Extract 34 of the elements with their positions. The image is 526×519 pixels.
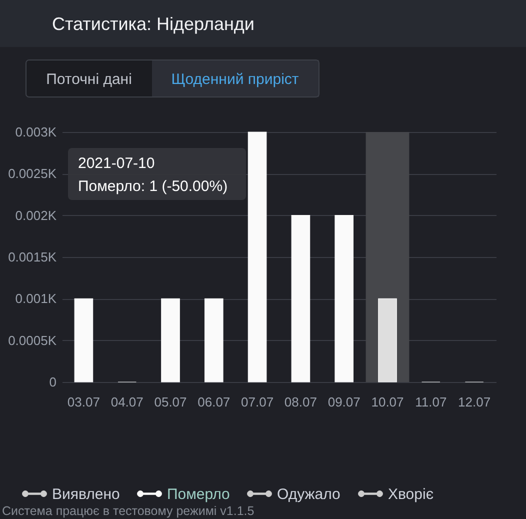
x-tick-label: 06.07 — [198, 394, 230, 410]
x-tick-label: 05.07 — [154, 394, 187, 410]
bar — [291, 215, 310, 382]
bar — [334, 215, 354, 382]
text: Щоденний приріст — [171, 71, 299, 88]
x-tick-label: 08.07 — [284, 394, 317, 410]
y-tick-label: 0.001K — [15, 291, 57, 306]
y-tick-label: 0 — [49, 374, 56, 390]
x-tick-label: 09.07 — [328, 394, 360, 410]
text: Система працює в тестовому режимі v1.1.5 — [2, 504, 254, 518]
bar — [74, 298, 94, 382]
y-tick-label: 0.0005K — [8, 332, 57, 348]
annotation: Померло: 1 (-50.00%) — [78, 178, 228, 195]
legend-label: Одужало — [277, 486, 340, 503]
bar — [161, 298, 180, 382]
x-tick-label: 11.07 — [415, 394, 447, 410]
bar — [378, 298, 397, 382]
x-tick-label: 03.07 — [67, 394, 100, 410]
annotation: 2021-07-10 — [78, 155, 155, 172]
legend-label: Хворіє — [388, 486, 434, 503]
chart-title: Статистика: Нідерланди — [52, 14, 254, 34]
x-tick-label: 10.07 — [371, 394, 404, 410]
y-tick-label: 0.003K — [15, 124, 57, 140]
bar — [248, 132, 267, 382]
x-tick-label: 12.07 — [458, 394, 491, 410]
y-tick-label: 0.0025K — [8, 166, 57, 182]
x-tick-label: 04.07 — [110, 394, 144, 410]
x-tick-label: 07.07 — [241, 394, 274, 410]
y-tick-label: 0.0015K — [8, 250, 57, 264]
y-tick-label: 0.002K — [15, 208, 57, 223]
text: Поточні дані — [46, 71, 132, 88]
legend-label: Виявлено — [52, 486, 120, 503]
legend-label: Померло — [167, 486, 230, 503]
bar — [204, 298, 224, 382]
